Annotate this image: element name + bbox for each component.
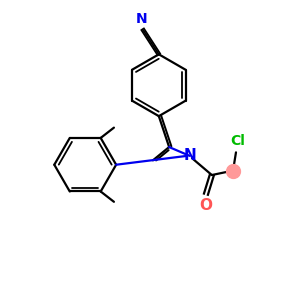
Text: N: N [184,148,197,163]
Text: O: O [199,198,212,213]
Text: N: N [135,12,147,26]
Text: Cl: Cl [230,134,245,148]
